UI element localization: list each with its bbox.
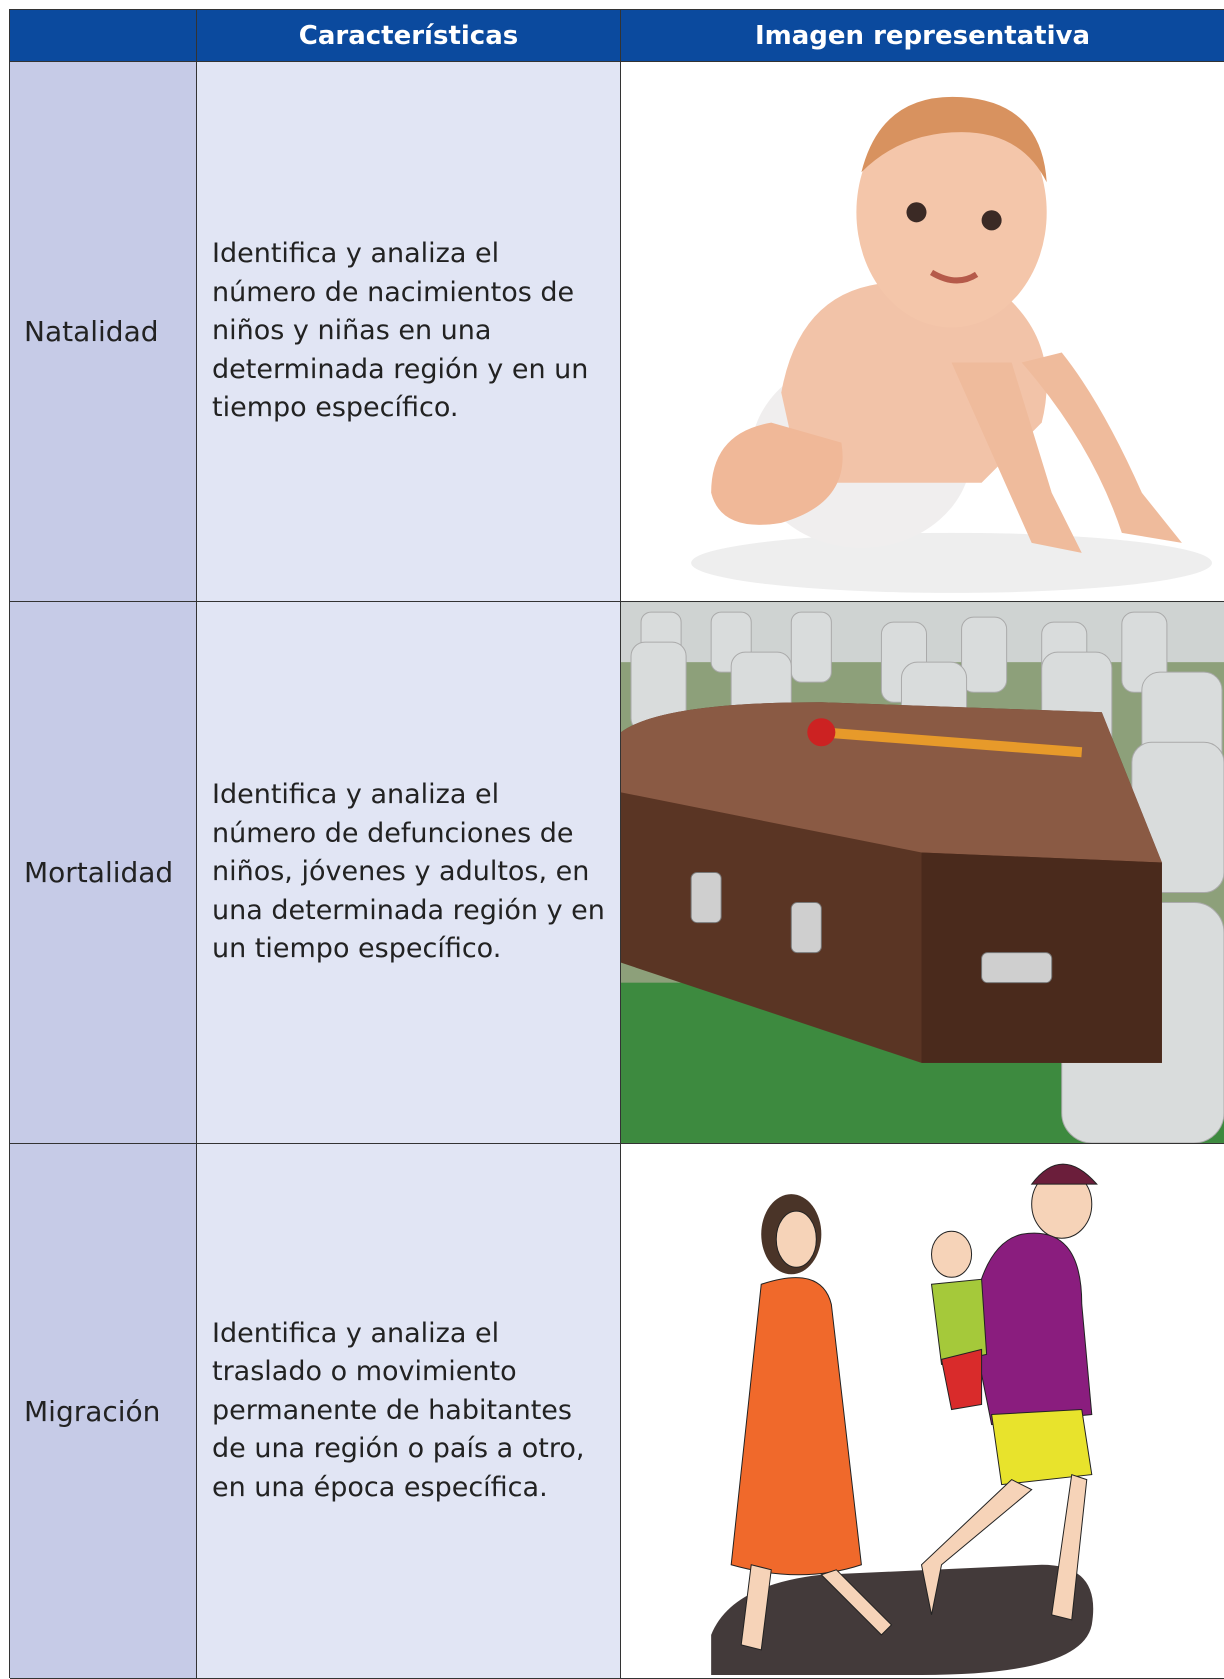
coffin-image — [621, 602, 1224, 1143]
header-cell: Características — [197, 10, 621, 62]
baby-image — [621, 62, 1224, 601]
row-label: Migración — [10, 1144, 197, 1679]
row-label: Natalidad — [10, 62, 197, 602]
image-cell — [621, 602, 1224, 1144]
row-description: Identifica y analiza el número de nacimi… — [197, 62, 621, 602]
image-cell — [621, 1144, 1224, 1679]
row-description: Identifica y analiza el traslado o movim… — [197, 1144, 621, 1679]
header-corner — [10, 10, 197, 62]
migration-image — [621, 1144, 1224, 1678]
header-cell: Imagen representativa — [621, 10, 1224, 62]
row-label: Mortalidad — [10, 602, 197, 1144]
image-cell — [621, 62, 1224, 602]
table: Características Imagen representativa Na… — [9, 9, 1224, 1679]
row-description: Identifica y analiza el número de defunc… — [197, 602, 621, 1144]
